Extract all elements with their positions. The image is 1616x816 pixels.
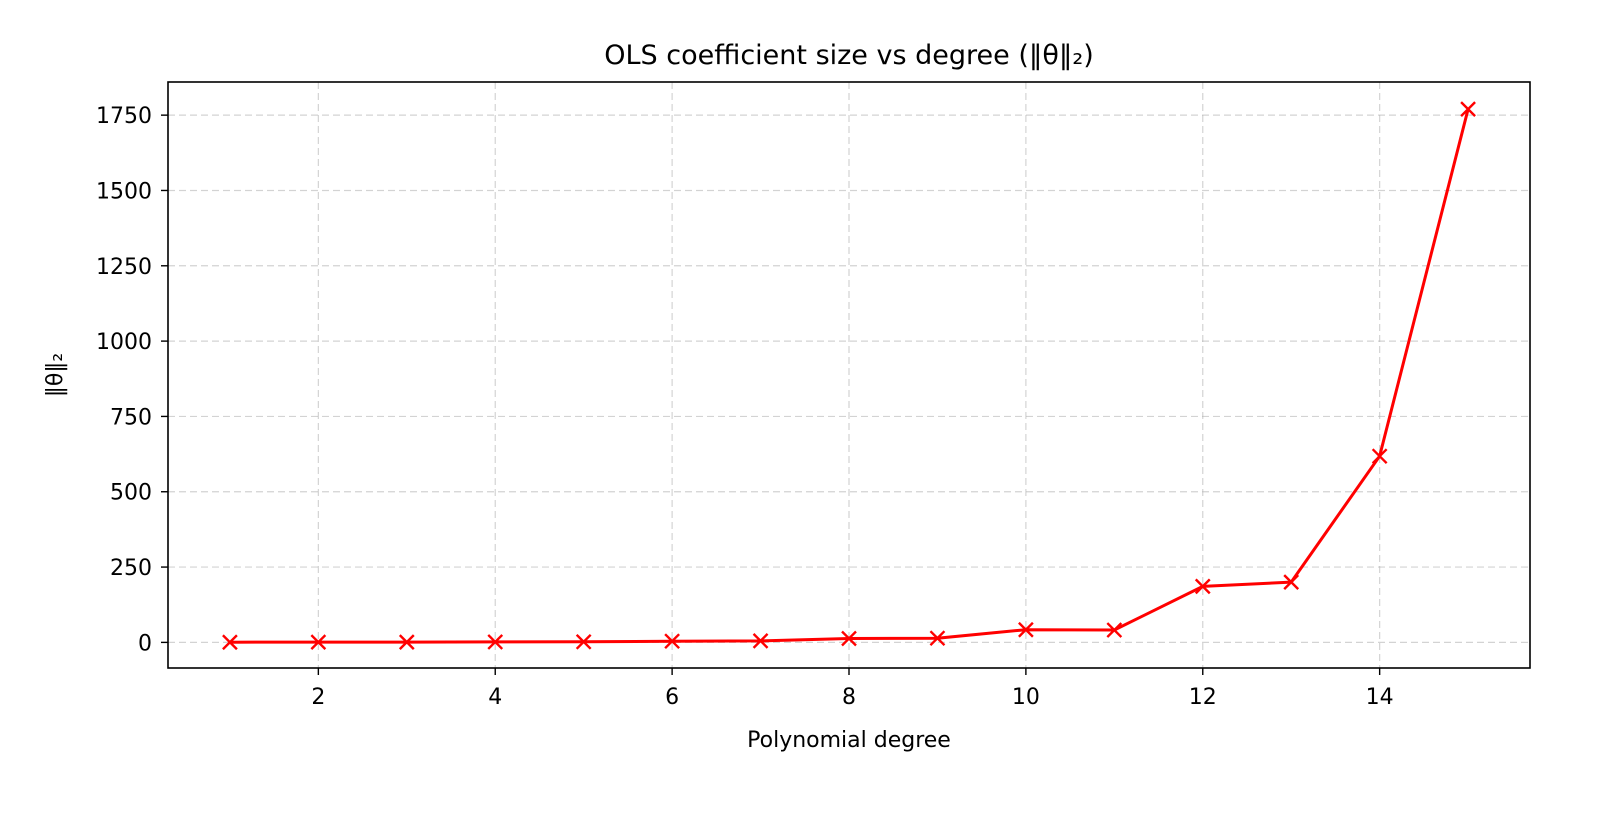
data-point-marker — [398, 634, 415, 650]
y-axis-ticks: 0 250 500 750 1000 1250 1500 1750 — [96, 104, 168, 656]
data-point-marker — [222, 634, 238, 651]
data-point-marker — [1460, 101, 1476, 117]
y-tick-label: 1750 — [96, 104, 152, 129]
data-point-marker — [1371, 448, 1388, 465]
data-point-marker — [1194, 578, 1211, 595]
x-axis-ticks: 2 4 6 8 10 12 14 — [311, 668, 1394, 710]
y-tick-label: 1500 — [96, 179, 152, 204]
data-point-marker — [310, 634, 327, 650]
x-axis-label: Polynomial degree — [747, 728, 951, 753]
chart-title: OLS coefficient size vs degree (‖θ‖₂) — [604, 40, 1094, 71]
x-tick-label: 14 — [1366, 685, 1394, 710]
x-tick-label: 8 — [842, 685, 856, 710]
x-tick-label: 2 — [311, 685, 325, 710]
x-tick-label: 6 — [665, 685, 679, 710]
x-tick-label: 4 — [488, 685, 502, 710]
data-point-marker — [664, 633, 680, 650]
data-point-marker — [1106, 622, 1123, 638]
data-point-marker — [841, 630, 857, 647]
y-tick-label: 500 — [110, 481, 152, 506]
x-tick-label: 10 — [1012, 685, 1040, 710]
data-point-marker — [487, 634, 504, 650]
data-point-marker — [1283, 574, 1300, 590]
y-tick-label: 750 — [110, 405, 152, 430]
y-tick-label: 0 — [138, 631, 152, 656]
y-tick-label: 1000 — [96, 330, 152, 355]
y-tick-label: 1250 — [96, 255, 152, 280]
data-point-marker — [575, 633, 592, 650]
series-layer — [222, 101, 1476, 651]
y-tick-label: 250 — [110, 556, 152, 581]
x-tick-label: 12 — [1189, 685, 1217, 710]
data-point-marker — [752, 633, 769, 649]
data-point-marker — [929, 630, 946, 647]
data-point-marker — [1018, 621, 1034, 638]
grid — [168, 82, 1530, 668]
series-line — [229, 108, 1470, 644]
y-axis-label: ‖θ‖₂ — [43, 353, 68, 397]
